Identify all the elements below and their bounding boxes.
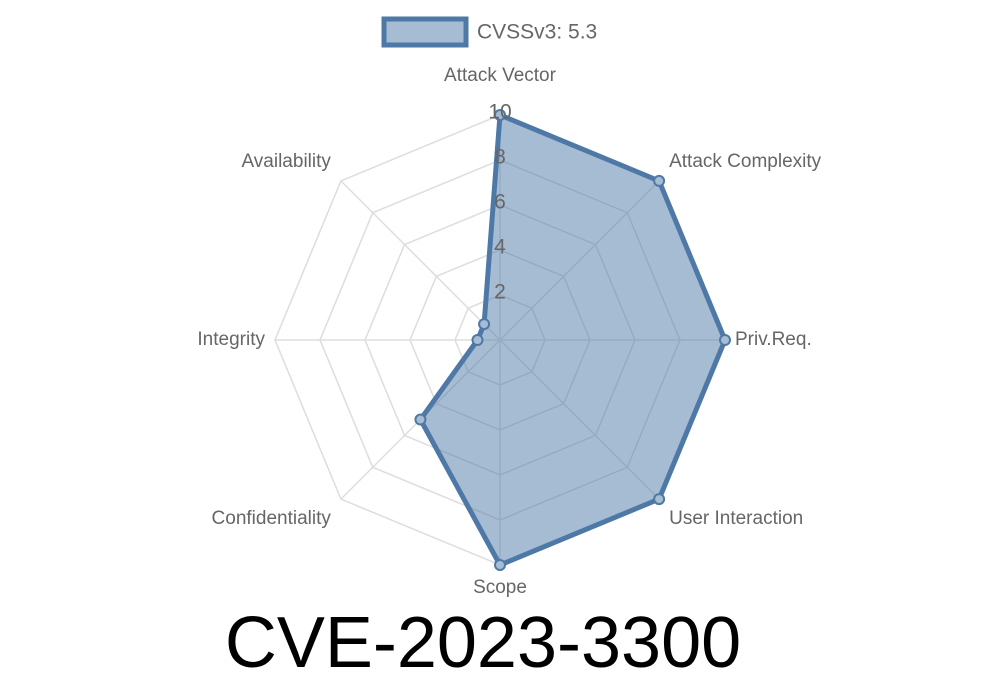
radar-point <box>653 174 666 187</box>
r-tick-label: 10 <box>488 101 511 124</box>
radar-point <box>494 109 506 121</box>
radar-point <box>478 318 491 331</box>
radar-point <box>471 334 484 346</box>
axis-label: Priv.Req. <box>735 329 812 350</box>
legend-swatch <box>381 16 469 48</box>
axis-label: Attack Vector <box>444 65 557 86</box>
axis-label: Scope <box>473 577 527 598</box>
grid-spoke <box>340 180 501 341</box>
r-tick-label: 2 <box>494 281 506 304</box>
chart-title: CVE-2023-3300 <box>225 603 741 683</box>
r-tick-label: 6 <box>494 191 506 214</box>
axis-label: Confidentiality <box>212 508 332 529</box>
radar-point <box>719 334 731 346</box>
radar-point <box>653 493 666 506</box>
radar-point <box>414 413 427 426</box>
radar-point <box>494 559 506 571</box>
axis-label: Availability <box>241 151 331 172</box>
r-tick-label: 4 <box>494 236 506 259</box>
axis-label: User Interaction <box>669 508 803 529</box>
legend-label: CVSSv3: 5.3 <box>477 21 597 44</box>
r-tick-label: 8 <box>494 146 506 169</box>
axis-label: Integrity <box>197 329 265 350</box>
axis-label: Attack Complexity <box>669 151 822 172</box>
